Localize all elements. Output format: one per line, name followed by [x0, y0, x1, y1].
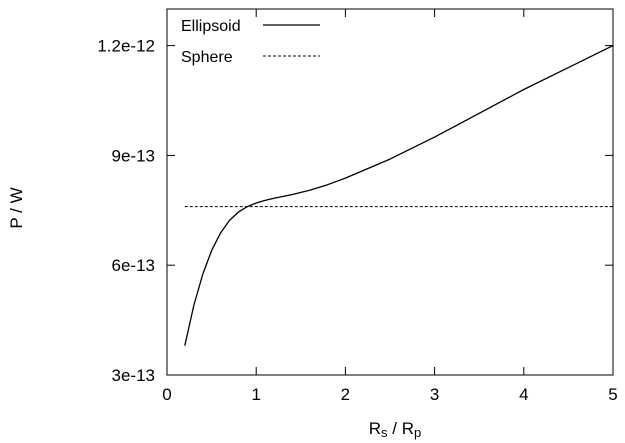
y-tick-label: 6e-13: [112, 256, 155, 275]
tick-labels: 0 1 2 3 4 5 3e-13 6e-13 9e-13 1.2e-12: [97, 37, 617, 404]
y-tick-label: 3e-13: [112, 366, 155, 385]
plot-border: [166, 8, 614, 376]
x-axis-label-separator: /: [388, 419, 402, 438]
y-axis-label: P / W: [7, 187, 26, 228]
x-axis-label-subscript-s: s: [381, 425, 388, 440]
x-tick-label: 5: [608, 385, 617, 404]
x-axis-label-base2: R: [402, 419, 414, 438]
series-lines: [184, 45, 614, 346]
x-axis-label-base: R: [369, 419, 381, 438]
x-axis-label: Rs / Rp: [369, 419, 421, 440]
y-tick-label: 9e-13: [112, 146, 155, 165]
x-tick-label: 2: [341, 385, 350, 404]
x-tick-label: 1: [251, 385, 260, 404]
y-tick-label: 1.2e-12: [97, 37, 155, 56]
legend: Ellipsoid Sphere: [181, 18, 320, 66]
legend-label-sphere: Sphere: [181, 49, 233, 66]
series-line-ellipsoid: [184, 45, 614, 346]
x-tick-label: 4: [519, 385, 528, 404]
x-tick-label: 0: [162, 385, 171, 404]
legend-label-ellipsoid: Ellipsoid: [181, 18, 241, 35]
plot-frame: [166, 8, 614, 376]
tick-marks: [166, 9, 614, 376]
x-axis-label-subscript-p: p: [414, 425, 421, 440]
x-tick-label: 3: [430, 385, 439, 404]
